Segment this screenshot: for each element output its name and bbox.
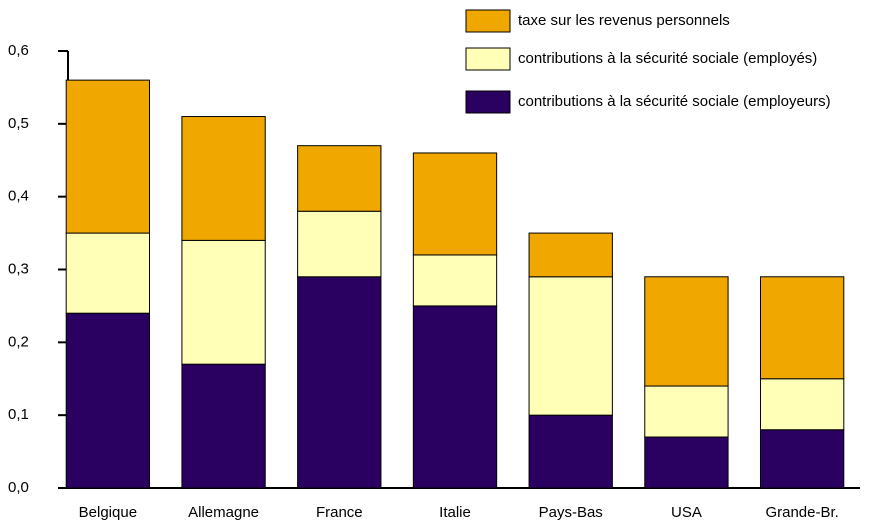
legend-swatch	[465, 47, 511, 71]
y-tick-label: 0,4	[8, 188, 29, 205]
legend-swatch	[465, 90, 511, 114]
bar-segment	[65, 232, 151, 314]
bar-segment	[759, 276, 845, 380]
x-tick-label: France	[316, 504, 363, 521]
bar-segment	[644, 276, 729, 387]
bar-segment	[297, 210, 382, 278]
bar-segment	[644, 436, 729, 489]
y-tick-label: 0,5	[8, 115, 29, 132]
bar-segment	[412, 305, 498, 489]
x-tick-label: Italie	[439, 504, 471, 521]
x-tick-label: Pays-Bas	[539, 504, 603, 521]
legend-label: contributions à la sécurité sociale (emp…	[518, 93, 831, 110]
x-tick-label: USA	[671, 504, 702, 521]
legend-label: contributions à la sécurité sociale (emp…	[518, 50, 817, 67]
bar-segment	[297, 276, 382, 489]
y-tick-label: 0,3	[8, 260, 29, 277]
legend-label: taxe sur les revenus personnels	[518, 12, 730, 29]
bar-segment	[181, 239, 266, 365]
bar-segment	[644, 385, 729, 438]
bar-segment	[181, 116, 266, 241]
bar-segment	[528, 232, 613, 278]
x-tick-label: Grande-Br.	[765, 504, 838, 521]
x-tick-label: Allemagne	[188, 504, 259, 521]
bar-segment	[297, 145, 382, 212]
legend-swatch	[465, 9, 511, 33]
y-tick-label: 0,1	[8, 406, 29, 423]
bar-segment	[65, 312, 151, 489]
bar-segment	[412, 254, 498, 307]
x-tick-label: Belgique	[79, 504, 137, 521]
bar-segment	[528, 276, 613, 416]
bar-segment	[759, 429, 845, 489]
bar-segment	[65, 79, 151, 234]
y-tick-label: 0,6	[8, 42, 29, 59]
y-tick-label: 0,2	[8, 333, 29, 350]
bar-segment	[181, 363, 266, 489]
bar-segment	[412, 152, 498, 256]
y-tick-label: 0,0	[8, 479, 29, 496]
bar-segment	[759, 378, 845, 431]
bar-segment	[528, 414, 613, 489]
